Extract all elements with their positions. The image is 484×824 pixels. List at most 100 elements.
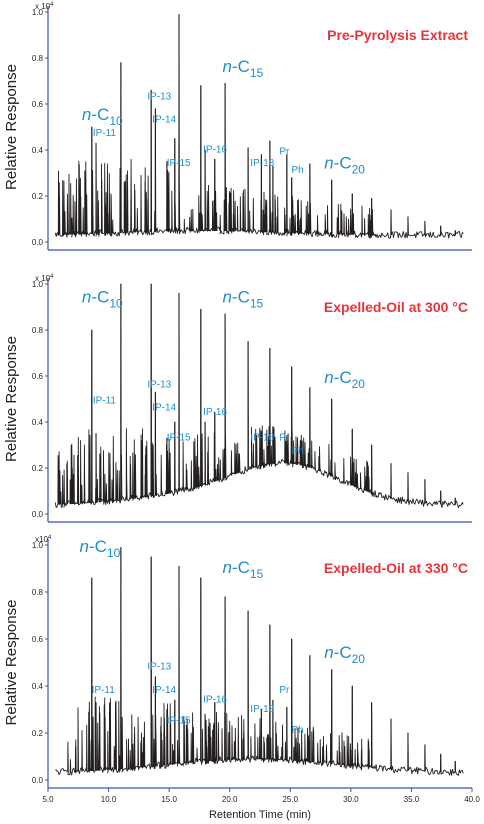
x-tick-label: 40.0 bbox=[464, 795, 480, 804]
peak-label-isoprenoid: IP-15 bbox=[167, 716, 191, 727]
y-axis-exponent: x 104 bbox=[35, 274, 54, 283]
peak-label-isoprenoid: Pr bbox=[279, 685, 290, 696]
peak-label-isoprenoid: Ph bbox=[291, 165, 303, 176]
peak-label-isoprenoid: Ph bbox=[291, 446, 303, 457]
peak-label-isoprenoid: Ph bbox=[291, 725, 303, 736]
y-tick-label: 0.6 bbox=[32, 635, 44, 644]
y-axis-exponent-power: 4 bbox=[50, 2, 54, 8]
panel-title: Expelled-Oil at 330 °C bbox=[324, 560, 468, 576]
peak-label-subscript: 15 bbox=[250, 567, 264, 581]
peak-label-prefix: n bbox=[222, 287, 231, 306]
peak-label-carbon: n-C20 bbox=[324, 643, 365, 666]
peak-label-subscript: 20 bbox=[352, 377, 366, 391]
peak-label-isoprenoid: IP-16 bbox=[203, 694, 227, 705]
x-tick-label: 30.0 bbox=[343, 795, 359, 804]
peak-label-prefix: n bbox=[82, 287, 91, 306]
peak-label-element: -C bbox=[232, 558, 250, 577]
peak-label-prefix: n bbox=[79, 537, 88, 556]
peak-label-prefix: n bbox=[324, 368, 333, 387]
peak-label-carbon: n-C20 bbox=[324, 153, 365, 176]
y-axis-exponent-power: 4 bbox=[50, 274, 54, 280]
peak-label-isoprenoid: IP-14 bbox=[152, 685, 176, 696]
peak-label-isoprenoid: IP-16 bbox=[203, 144, 227, 155]
y-tick-label: 0.0 bbox=[32, 776, 44, 785]
y-axis-exponent: x104 bbox=[35, 535, 52, 544]
peak-label-carbon: n-C15 bbox=[222, 558, 263, 581]
peak-label-subscript: 10 bbox=[109, 114, 123, 128]
y-tick-label: 1.0 bbox=[32, 8, 44, 17]
y-axis-exponent-power: 4 bbox=[48, 535, 52, 541]
x-tick-label: 5.0 bbox=[42, 795, 54, 804]
y-tick-label: 1.0 bbox=[32, 541, 44, 550]
peak-label-isoprenoid: IP-18 bbox=[250, 704, 274, 715]
y-tick-label: 0.8 bbox=[32, 54, 44, 63]
peak-label-carbon: n-C10 bbox=[82, 105, 123, 128]
peak-label-carbon: n-C20 bbox=[324, 368, 365, 391]
peak-label-subscript: 15 bbox=[250, 66, 264, 80]
peak-label-isoprenoid: IP-16 bbox=[203, 407, 227, 418]
y-tick-label: 0.4 bbox=[32, 418, 44, 427]
peak-label-prefix: n bbox=[324, 153, 333, 172]
y-tick-label: 1.0 bbox=[32, 280, 44, 289]
peak-label-element: -C bbox=[334, 153, 352, 172]
y-axis-exponent: x 104 bbox=[35, 2, 54, 11]
peak-label-isoprenoid: IP-18 bbox=[250, 158, 274, 169]
peak-label-element: -C bbox=[232, 57, 250, 76]
peak-label-isoprenoid: IP-18 bbox=[250, 432, 274, 443]
peak-label-element: -C bbox=[334, 643, 352, 662]
y-axis-label: Relative Response bbox=[3, 600, 20, 726]
y-axis-label: Relative Response bbox=[3, 64, 20, 190]
panel-title: Expelled-Oil at 300 °C bbox=[324, 299, 468, 315]
peak-label-isoprenoid: Pr bbox=[279, 432, 290, 443]
peak-label-isoprenoid: IP-11 bbox=[93, 396, 117, 407]
peak-label-isoprenoid: IP-14 bbox=[152, 403, 176, 414]
peak-label-subscript: 15 bbox=[250, 296, 264, 310]
peak-label-isoprenoid: IP-15 bbox=[167, 158, 191, 169]
peak-label-isoprenoid: IP-14 bbox=[152, 114, 176, 125]
peak-label-element: -C bbox=[91, 287, 109, 306]
x-tick-label: 10.0 bbox=[101, 795, 117, 804]
y-tick-label: 0.6 bbox=[32, 372, 44, 381]
peak-label-prefix: n bbox=[222, 558, 231, 577]
y-tick-label: 0.6 bbox=[32, 100, 44, 109]
peak-label-element: -C bbox=[91, 105, 109, 124]
y-tick-label: 0.2 bbox=[32, 729, 44, 738]
peak-label-element: -C bbox=[232, 287, 250, 306]
peak-label-prefix: n bbox=[222, 57, 231, 76]
chromatogram-trace bbox=[55, 546, 464, 776]
peak-label-carbon: n-C15 bbox=[222, 287, 263, 310]
y-tick-label: 0.0 bbox=[32, 238, 44, 247]
peak-label-isoprenoid: IP-15 bbox=[167, 432, 191, 443]
peak-label-carbon: n-C15 bbox=[222, 57, 263, 80]
peak-label-carbon: n-C10 bbox=[79, 537, 120, 560]
peak-label-isoprenoid: IP-11 bbox=[92, 685, 116, 696]
x-tick-label: 15.0 bbox=[161, 795, 177, 804]
peak-label-subscript: 10 bbox=[107, 546, 121, 560]
chromatogram-trace bbox=[54, 13, 464, 239]
peak-label-isoprenoid: IP-13 bbox=[147, 91, 171, 102]
x-tick-label: 35.0 bbox=[404, 795, 420, 804]
y-axis-label: Relative Response bbox=[3, 336, 20, 462]
peak-label-subscript: 20 bbox=[352, 652, 366, 666]
y-tick-label: 0.4 bbox=[32, 146, 44, 155]
peak-label-element: -C bbox=[89, 537, 107, 556]
x-tick-label: 25.0 bbox=[282, 795, 298, 804]
peak-label-carbon: n-C10 bbox=[82, 287, 123, 310]
x-axis-label: Retention Time (min) bbox=[209, 809, 311, 821]
y-tick-label: 0.2 bbox=[32, 192, 44, 201]
chart-panel-2: 0.0 0.2 0.4 0.6 0.8 1.0x 104 Relative Response… bbox=[3, 274, 472, 523]
y-tick-label: 0.0 bbox=[32, 510, 44, 519]
peak-label-isoprenoid: IP-13 bbox=[147, 662, 171, 673]
peak-label-isoprenoid: IP-13 bbox=[147, 380, 171, 391]
peak-label-subscript: 20 bbox=[352, 162, 366, 176]
y-tick-label: 0.4 bbox=[32, 682, 44, 691]
x-tick-label: 20.0 bbox=[222, 795, 238, 804]
y-tick-label: 0.2 bbox=[32, 464, 44, 473]
chromatogram-trace bbox=[54, 283, 464, 509]
peak-label-isoprenoid: IP-11 bbox=[93, 128, 117, 139]
chart-panel-1: 0.0 0.2 0.4 0.6 0.8 1.0x 104 Relative Response… bbox=[3, 2, 472, 251]
peak-label-prefix: n bbox=[324, 643, 333, 662]
y-tick-label: 0.8 bbox=[32, 326, 44, 335]
